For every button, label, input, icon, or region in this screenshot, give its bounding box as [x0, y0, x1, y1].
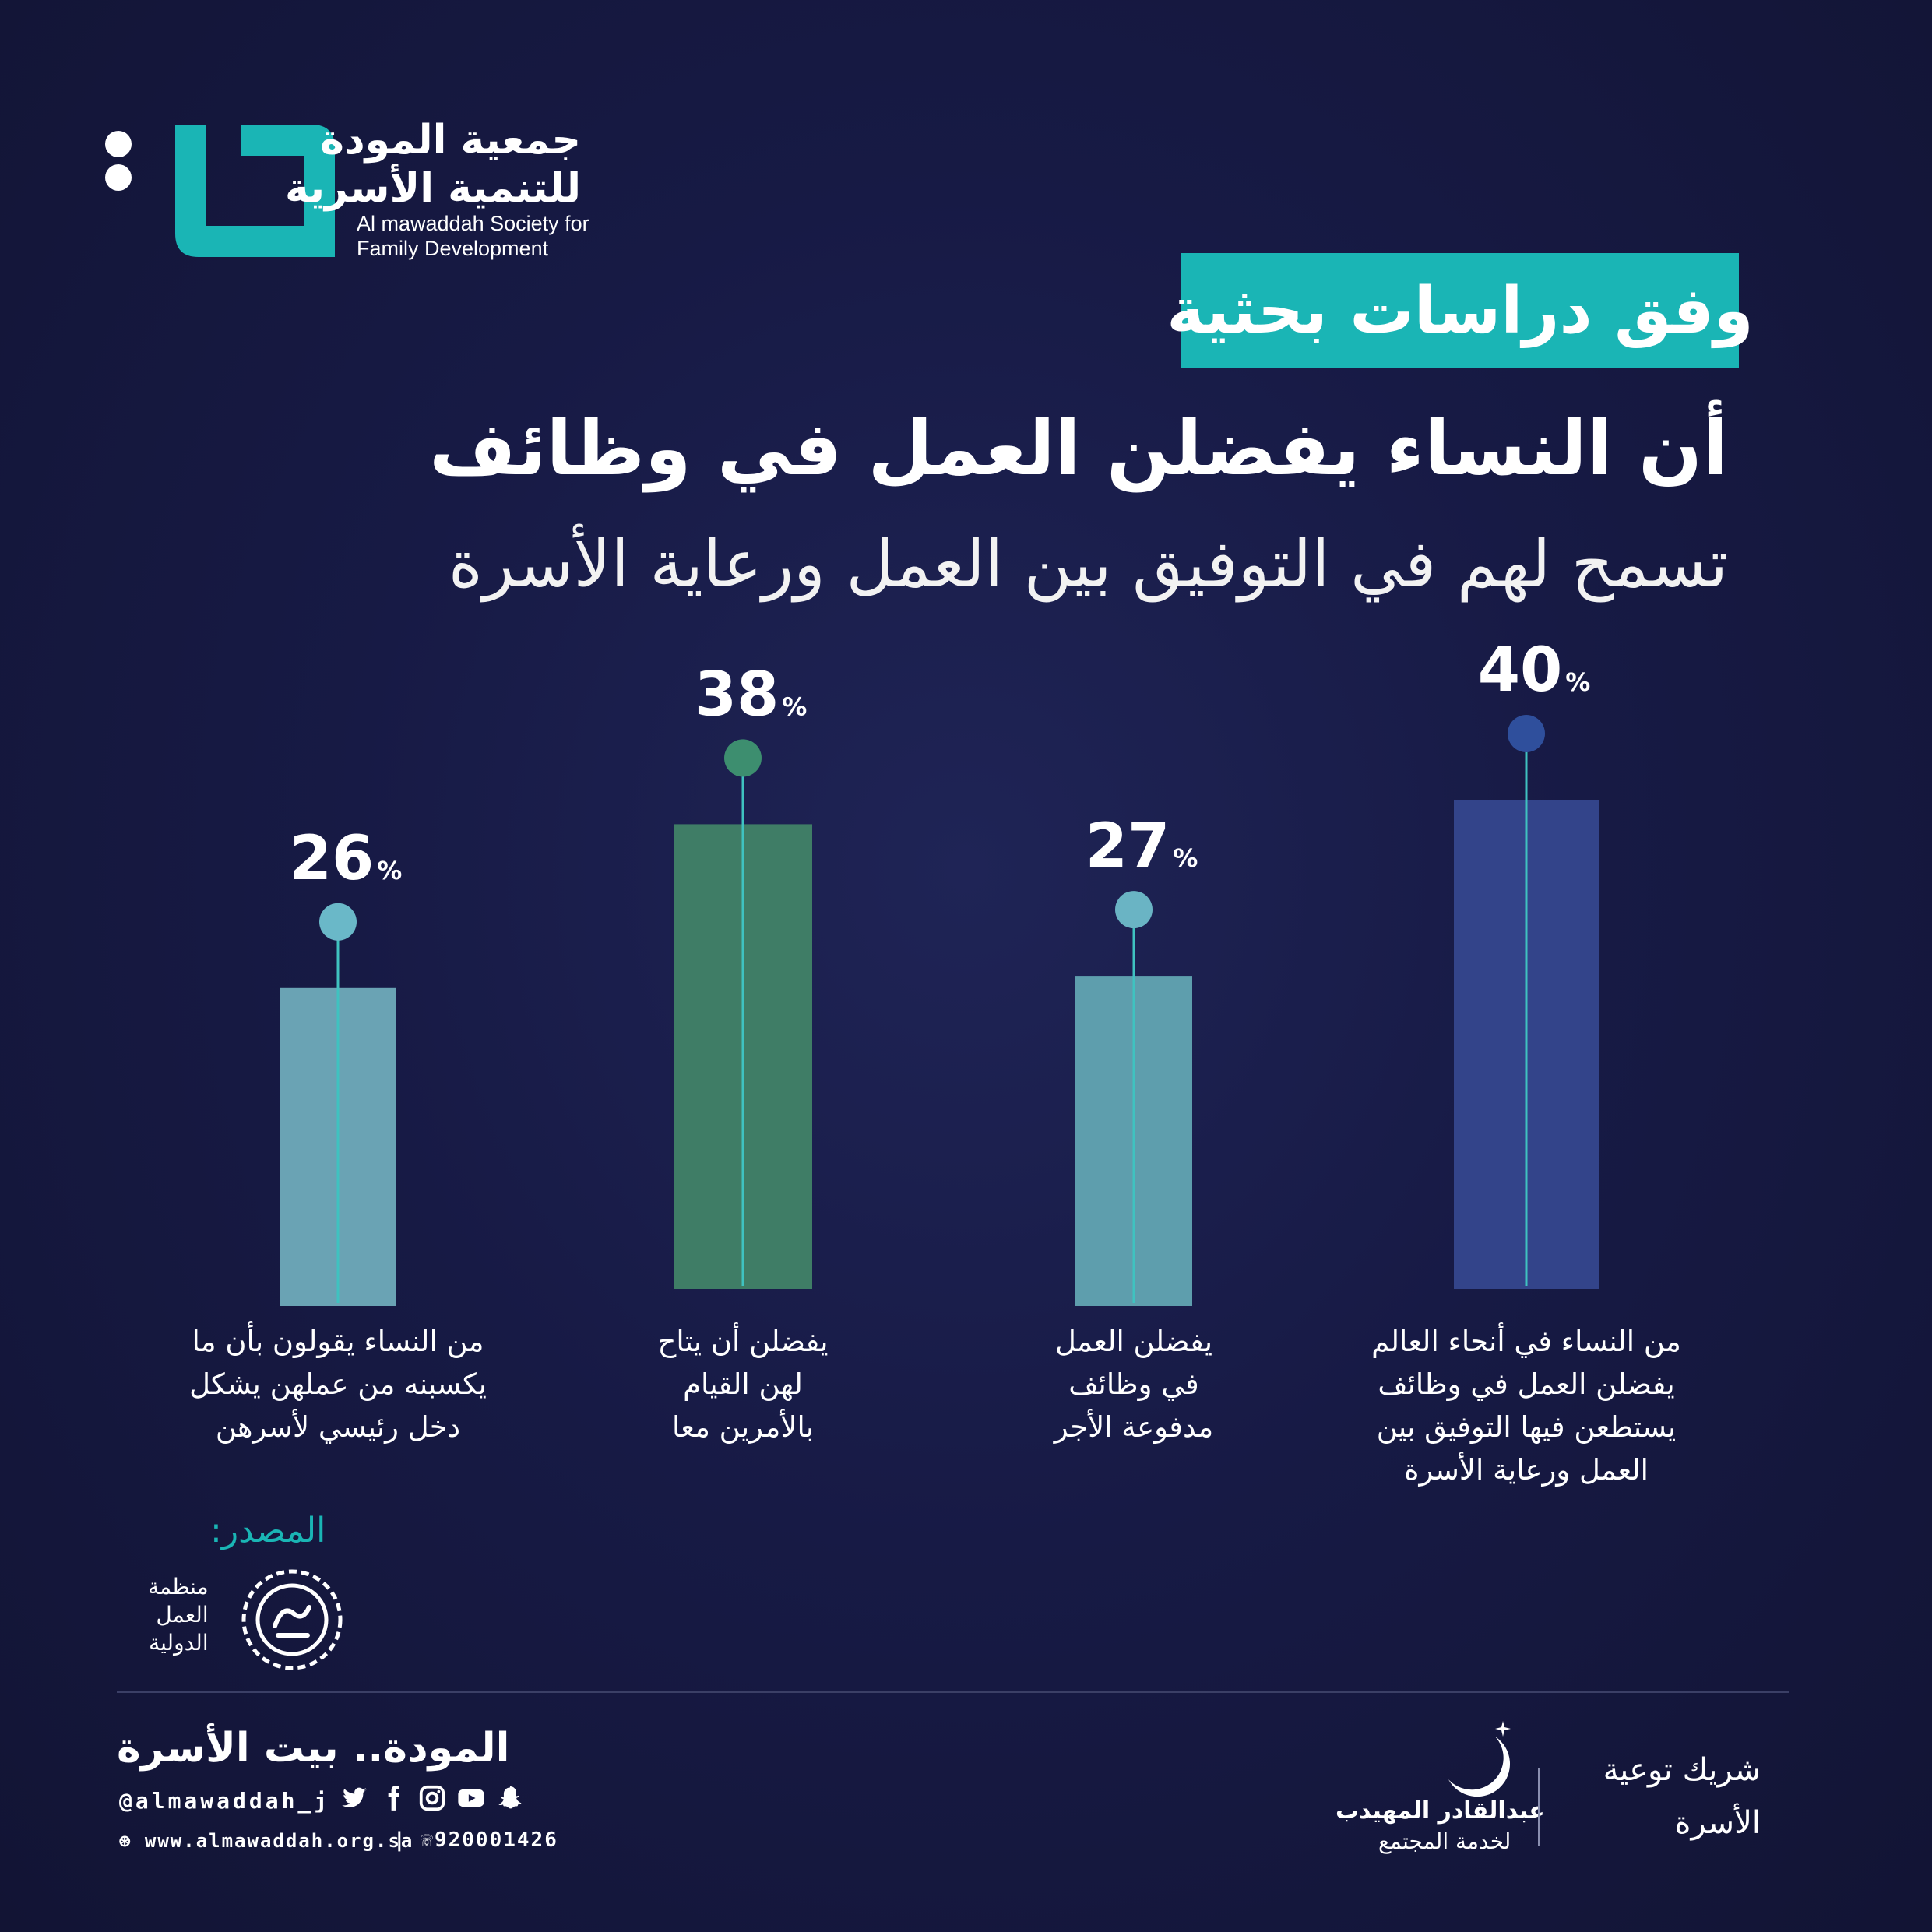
- org-name-en-line1: Al mawaddah Society for: [357, 212, 589, 235]
- value-unit-3: %: [782, 692, 807, 721]
- ilo-name: منظمة العمل الدولية: [148, 1573, 209, 1657]
- bar-caption-2: يفضلن العمل في وظائف مدفوعة الأجر: [978, 1320, 1290, 1448]
- partner-crescent-logo: [1448, 1721, 1511, 1797]
- logo-mark: [105, 125, 335, 257]
- phone-number: 920001426: [434, 1828, 558, 1852]
- globe-icon: ⊛: [119, 1830, 145, 1852]
- value-label-1: 40: [1478, 635, 1563, 706]
- instagram-icon[interactable]: [417, 1783, 447, 1813]
- bar-caption-2-line: يفضلن العمل: [1054, 1325, 1213, 1358]
- youtube-icon[interactable]: [456, 1783, 486, 1813]
- value-unit-1: %: [1565, 667, 1590, 697]
- bar-caption-1-line: يستطعن فيها التوفيق بين: [1376, 1410, 1677, 1444]
- bar-caption-4-line: دخل رئيسي لأسرهن: [215, 1410, 461, 1444]
- website[interactable]: ⊛ www.almawaddah.org.sa: [119, 1830, 413, 1852]
- bar-3: [674, 824, 812, 1289]
- research-badge: وفق دراسات بحثية: [1167, 253, 1754, 368]
- bar-caption-2-line: مدفوعة الأجر: [1054, 1410, 1214, 1444]
- footer-separator: [1538, 1768, 1540, 1846]
- bar-dot-3: [724, 739, 762, 777]
- subheadline: تسمح لهم في التوفيق بين العمل ورعاية الأ…: [448, 526, 1728, 602]
- badge-text: وفق دراسات بحثية: [1167, 273, 1754, 348]
- bar-caption-1-line: من النساء في أنحاء العالم: [1371, 1325, 1681, 1358]
- facebook-icon[interactable]: [378, 1783, 408, 1813]
- bar-dot-1: [1508, 715, 1545, 752]
- bar-2: [1075, 976, 1192, 1306]
- slogan: المودة.. بيت الأسرة: [117, 1725, 510, 1772]
- headline: أن النساء يفضلن العمل في وظائف: [429, 405, 1728, 492]
- org-name-ar-line2: للتنمية الأسرية: [284, 165, 581, 212]
- ilo-name-line3: الدولية: [149, 1630, 209, 1656]
- bar-caption-4: من النساء يقولون بأن ما يكسبنه من عملهن ي…: [182, 1320, 494, 1448]
- bar-dot-4: [319, 903, 357, 941]
- bar-caption-1-line: يفضلن العمل في وظائف: [1378, 1367, 1675, 1401]
- ilo-name-line1: منظمة: [148, 1574, 209, 1599]
- partner-name: عبدالقادر المهيدب: [1336, 1797, 1545, 1825]
- bar-1: [1454, 800, 1599, 1289]
- bar-4: [280, 987, 396, 1306]
- bar-caption-1-line: العمل ورعاية الأسرة: [1404, 1453, 1649, 1487]
- bar-caption-3-line: لهن القيام: [683, 1367, 803, 1401]
- value-unit-4: %: [377, 856, 402, 885]
- bar-caption-3-line: بالأمرين معا: [671, 1410, 815, 1444]
- bar-caption-2-line: في وظائف: [1068, 1367, 1199, 1401]
- partner-title-line2: الأسرة: [1674, 1805, 1761, 1841]
- bar-caption-4-line: يكسبنه من عملهن يشكل: [189, 1367, 487, 1401]
- value-label-4: 26: [290, 824, 375, 894]
- partner-subtitle: لخدمة المجتمع: [1378, 1828, 1511, 1854]
- value-unit-2: %: [1173, 843, 1198, 873]
- phone[interactable]: | ☏920001426: [393, 1828, 558, 1852]
- bar-dot-2: [1115, 891, 1153, 929]
- org-name-ar-line1: جمعية المودة: [320, 117, 581, 164]
- bar-caption-1: من النساء في أنحاء العالم يفضلن العمل في …: [1371, 1320, 1682, 1491]
- value-label-3: 38: [695, 660, 779, 730]
- bar-caption-3: يفضلن أن يتاح لهن القيام بالأمرين معا: [587, 1320, 899, 1448]
- snapchat-icon[interactable]: [495, 1783, 525, 1813]
- ilo-name-line2: العمل: [156, 1602, 209, 1628]
- website-text: www.almawaddah.org.sa: [144, 1830, 414, 1852]
- twitter-icon[interactable]: [340, 1783, 369, 1813]
- phone-icon: | ☏: [393, 1828, 435, 1852]
- footer-divider: [117, 1691, 1789, 1693]
- bar-caption-3-line: يفضلن أن يتاح: [657, 1325, 829, 1358]
- social-handle[interactable]: @almawaddah_j: [119, 1788, 331, 1814]
- partner-title-line1: شريك توعية: [1603, 1752, 1761, 1788]
- value-label-2: 27: [1086, 811, 1170, 882]
- source-label: المصدر:: [210, 1511, 326, 1550]
- bar-caption-4-line: من النساء يقولون بأن ما: [192, 1325, 484, 1358]
- social-icons: [340, 1783, 525, 1813]
- org-name-en-line2: Family Development: [357, 237, 549, 260]
- ilo-emblem-icon: [241, 1569, 343, 1670]
